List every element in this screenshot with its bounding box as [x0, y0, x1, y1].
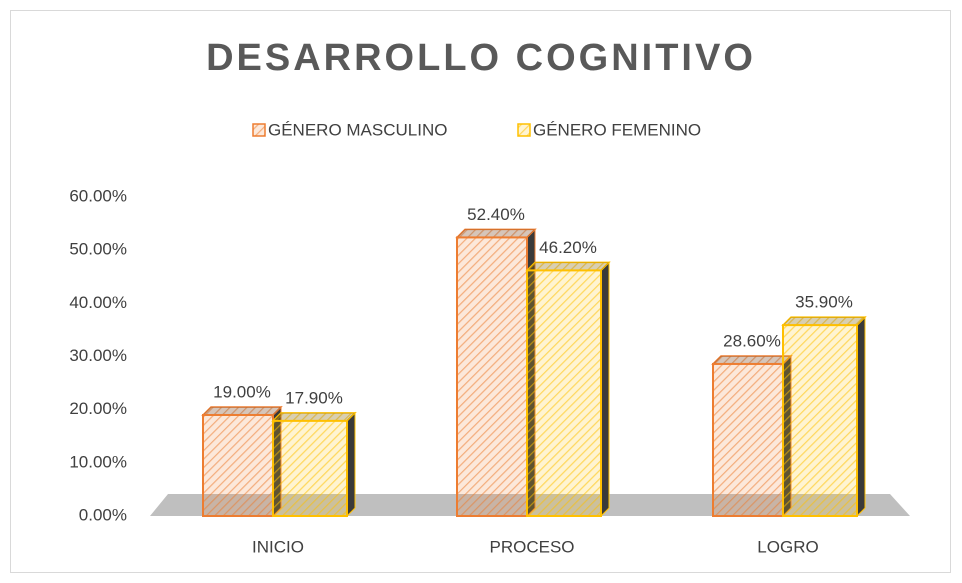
- y-tick-label: 60.00%: [69, 186, 127, 205]
- x-tick-label: PROCESO: [489, 537, 574, 556]
- bar-top-shade: [713, 355, 791, 364]
- bar-top-shade: [527, 262, 609, 271]
- x-tick-label: INICIO: [252, 537, 304, 556]
- chart-title: DESARROLLO COGNITIVO: [206, 37, 756, 79]
- legend-swatch: [517, 123, 531, 137]
- bar: [712, 362, 784, 517]
- bar-side: [856, 315, 866, 518]
- data-label: 28.60%: [723, 331, 781, 350]
- bar-top-shade: [203, 406, 281, 415]
- data-label: 19.00%: [213, 382, 271, 401]
- bar: [202, 413, 274, 518]
- y-tick-label: 0.00%: [79, 505, 127, 524]
- bar: [272, 419, 348, 517]
- data-label: 17.90%: [285, 388, 343, 407]
- bar-top-shade: [457, 229, 535, 238]
- bar-side: [346, 411, 356, 518]
- legend-label: GÉNERO FEMENINO: [533, 120, 701, 139]
- bar-top-shade: [783, 317, 865, 326]
- y-tick-label: 50.00%: [69, 240, 127, 259]
- bar: [526, 269, 602, 517]
- data-label: 46.20%: [539, 238, 597, 257]
- legend-label: GÉNERO MASCULINO: [268, 120, 447, 139]
- y-tick-label: 30.00%: [69, 346, 127, 365]
- y-tick-label: 40.00%: [69, 293, 127, 312]
- data-label: 52.40%: [467, 205, 525, 224]
- bar: [782, 324, 858, 517]
- x-tick-label: LOGRO: [757, 537, 818, 556]
- y-tick-label: 20.00%: [69, 399, 127, 418]
- data-label: 35.90%: [795, 293, 853, 312]
- bar-top-shade: [273, 412, 355, 421]
- bar: [456, 236, 528, 517]
- legend-swatch: [252, 123, 266, 137]
- y-tick-label: 10.00%: [69, 452, 127, 471]
- bar-side: [600, 261, 610, 518]
